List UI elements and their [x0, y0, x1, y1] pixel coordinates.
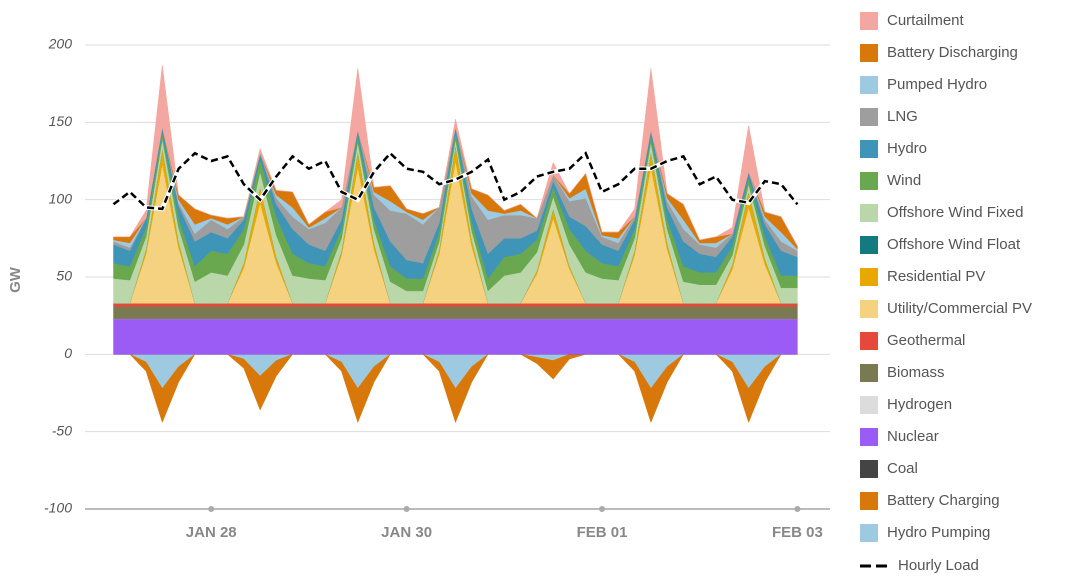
x-tick-mark [599, 506, 606, 512]
legend-swatch [860, 492, 878, 510]
x-tick-label: FEB 01 [577, 524, 628, 541]
legend-swatch [860, 204, 878, 222]
y-tick-label: -100 [44, 500, 72, 516]
legend-label: LNG [887, 108, 918, 125]
legend-swatch [860, 332, 878, 350]
legend-label: Offshore Wind Fixed [887, 204, 1023, 221]
legend-label: Utility/Commercial PV [887, 300, 1032, 317]
y-tick-label: 100 [49, 190, 73, 206]
legend-swatch [860, 76, 878, 94]
legend-label: Hydrogen [887, 396, 952, 413]
legend-label: Coal [887, 460, 918, 477]
x-tick-label: JAN 28 [186, 524, 237, 541]
legend-label: Curtailment [887, 12, 965, 29]
x-tick-mark [794, 506, 801, 512]
legend-label: Nuclear [887, 428, 939, 445]
legend-label: Hydro [887, 140, 927, 157]
area [113, 306, 798, 320]
legend-swatch [860, 236, 878, 254]
legend-label: Residential PV [887, 268, 985, 285]
legend-label: Battery Discharging [887, 44, 1018, 61]
legend-swatch [860, 108, 878, 126]
legend-swatch [860, 428, 878, 446]
x-tick-mark [403, 506, 410, 512]
legend-swatch [860, 300, 878, 318]
legend-swatch [860, 268, 878, 286]
y-tick-label: 200 [48, 36, 73, 52]
area [113, 65, 798, 247]
y-tick-label: 0 [64, 345, 72, 361]
y-tick-label: 150 [49, 113, 73, 129]
area [113, 354, 798, 424]
legend-swatch [860, 524, 878, 542]
y-tick-label: 50 [56, 268, 72, 284]
x-tick-label: FEB 03 [772, 524, 823, 541]
legend-swatch [860, 140, 878, 158]
area [113, 354, 798, 389]
legend-label: Hydro Pumping [887, 524, 990, 541]
x-tick-label: JAN 30 [381, 524, 432, 541]
x-tick-mark [208, 506, 215, 512]
legend-label: Wind [887, 172, 921, 189]
legend-label: Biomass [887, 364, 945, 381]
legend-label: Battery Charging [887, 492, 1000, 509]
legend-swatch [860, 396, 878, 414]
legend-swatch [860, 460, 878, 478]
y-tick-label: -50 [52, 422, 72, 438]
legend-swatch [860, 12, 878, 30]
legend-label: Hourly Load [898, 557, 979, 574]
y-axis-label: GW [7, 266, 24, 293]
legend-label: Geothermal [887, 332, 965, 349]
legend-label: Offshore Wind Float [887, 236, 1021, 253]
area [113, 318, 798, 355]
area [113, 303, 798, 307]
legend-swatch [860, 44, 878, 62]
load-line [112, 151, 799, 211]
legend-swatch [860, 172, 878, 190]
legend-label: Pumped Hydro [887, 76, 987, 93]
legend-swatch [860, 364, 878, 382]
